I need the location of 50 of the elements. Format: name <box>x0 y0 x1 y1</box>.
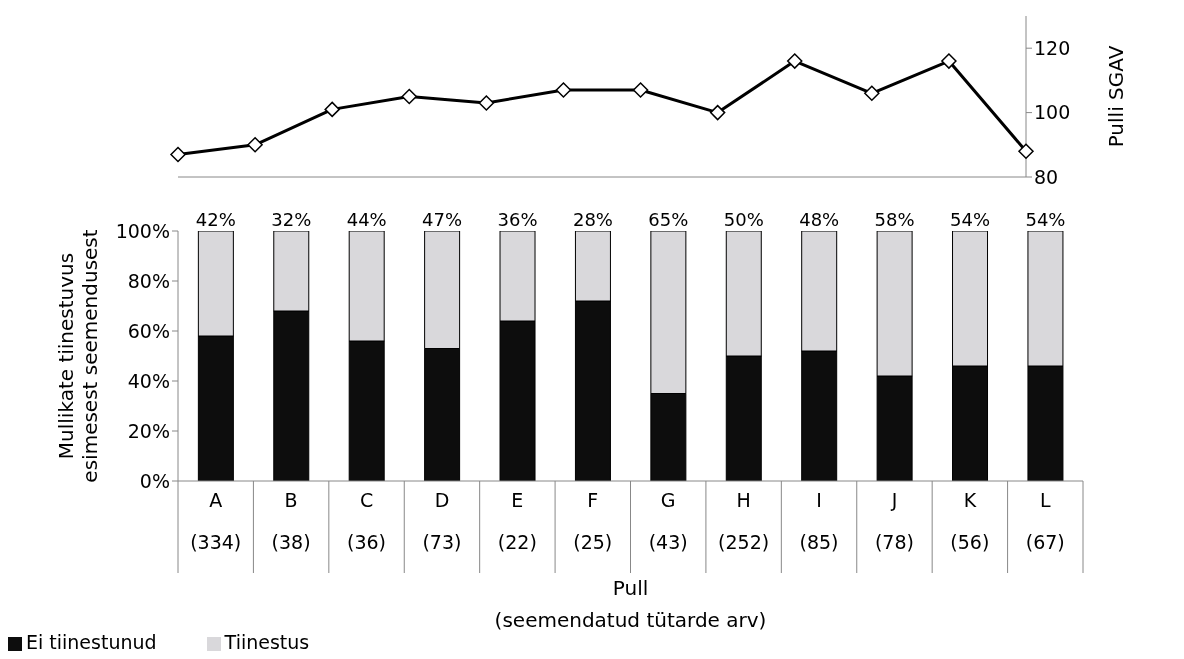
y-tick-label: 0% <box>139 469 170 492</box>
x-tick-label: B (38) <box>271 489 311 553</box>
x-axis-title: Pull (seemendatud tütarde arv) <box>494 576 767 632</box>
point <box>324 101 340 118</box>
x-tick-label: L (67) <box>1025 489 1065 553</box>
point <box>632 82 649 98</box>
x-tick-label: A (334) <box>190 489 242 553</box>
point <box>555 82 572 98</box>
point <box>247 137 263 153</box>
data-label: 47% <box>422 209 463 230</box>
data-label: 54% <box>1025 209 1066 230</box>
point <box>786 53 803 69</box>
x-tick-label: K (56) <box>950 489 990 553</box>
data-label: 54% <box>950 209 991 230</box>
point <box>864 85 880 102</box>
legend-label: Ei tiinestunud <box>26 631 157 653</box>
y-tick-label: 120 <box>1034 36 1071 59</box>
point <box>941 53 957 69</box>
x-tick-label: J (78) <box>874 489 914 553</box>
y-tick-label: 100% <box>115 219 170 242</box>
y-tick-label: 40% <box>127 369 170 392</box>
data-label: 42% <box>195 209 236 230</box>
y-axis-title: Pulli SGAV <box>1104 45 1128 148</box>
x-tick-label: E (22) <box>497 489 537 553</box>
y-tick-label: 80 <box>1034 165 1059 188</box>
data-label: 58% <box>874 209 915 230</box>
y-axis-title: Mullikate tiinestuvus esimesest seemendusest <box>54 229 102 483</box>
x-tick-label: F (25) <box>573 489 613 553</box>
y-tick-label: 80% <box>127 269 170 292</box>
point <box>709 104 726 121</box>
y-tick-label: 60% <box>127 319 170 342</box>
data-label: 36% <box>497 209 538 230</box>
y-tick-label: 100 <box>1034 101 1071 124</box>
data-label: 44% <box>346 209 387 230</box>
point <box>478 95 495 111</box>
data-label: 65% <box>648 209 689 230</box>
x-tick-label: C (36) <box>347 489 387 553</box>
legend-label: Tiinestus <box>224 631 310 653</box>
x-tick-label: G (43) <box>648 489 688 553</box>
data-label: 48% <box>799 209 840 230</box>
data-label: 28% <box>572 209 613 230</box>
x-tick-label: I (85) <box>799 489 839 553</box>
point <box>401 88 418 105</box>
data-label: 50% <box>723 209 764 230</box>
point <box>1018 143 1034 159</box>
x-tick-label: D (73) <box>422 489 462 553</box>
y-tick-label: 20% <box>127 419 170 442</box>
data-label: 32% <box>271 209 312 230</box>
x-tick-label: H (252) <box>718 489 770 553</box>
point <box>170 146 186 163</box>
